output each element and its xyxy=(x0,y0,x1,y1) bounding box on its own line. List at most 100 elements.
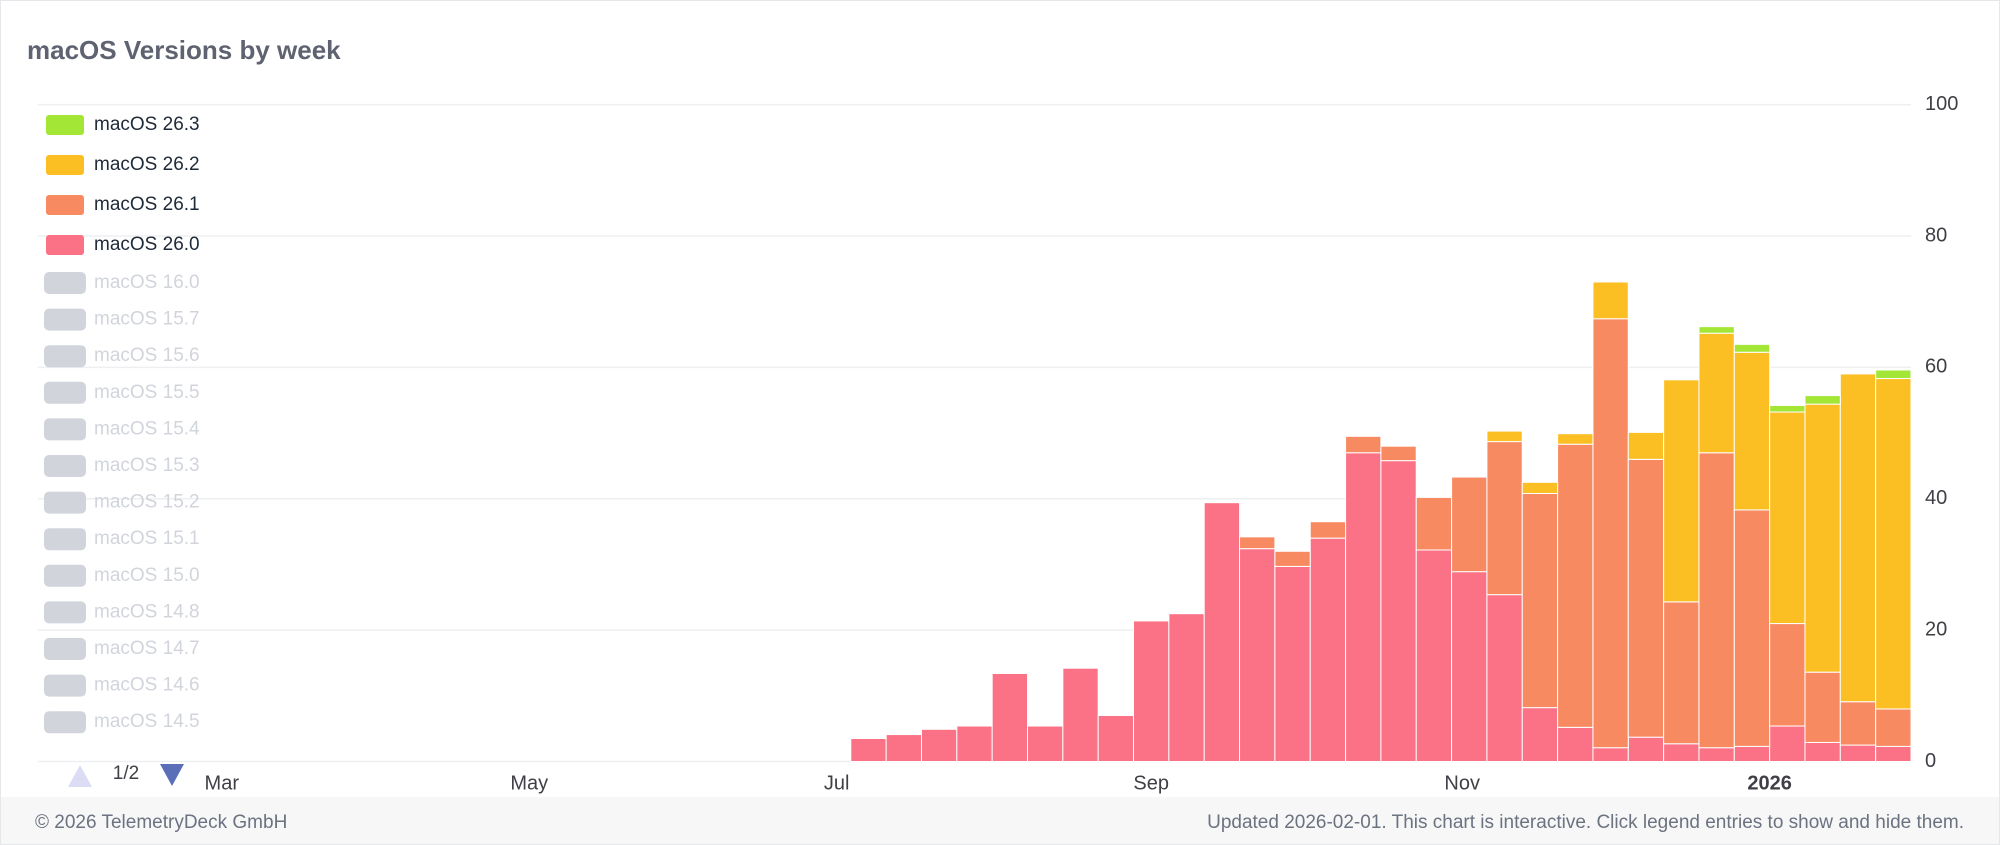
legend-swatch[interactable] xyxy=(46,115,84,135)
legend-label[interactable]: macOS 26.2 xyxy=(94,154,200,175)
legend-label-hidden[interactable]: macOS 15.1 xyxy=(94,528,200,549)
bar-segment xyxy=(1521,492,1559,709)
x-tick-label: Sep xyxy=(1133,772,1169,794)
bar-segment xyxy=(1097,715,1135,763)
bar-segment xyxy=(1769,623,1806,727)
bar-segment xyxy=(1804,671,1841,743)
bar-segment xyxy=(1804,403,1841,673)
bar-segment xyxy=(1698,326,1735,334)
legend-swatch-hidden[interactable] xyxy=(44,638,86,660)
legend: macOS 26.3 macOS 26.2 macOS 26.1 macOS 26.0… xyxy=(44,114,200,787)
x-tick-label: Mar xyxy=(205,772,240,794)
legend-label-hidden[interactable]: macOS 15.5 xyxy=(94,382,200,403)
y-tick-label: 60 xyxy=(1925,356,1947,378)
bar-segment xyxy=(1203,502,1241,762)
bar-segment xyxy=(956,725,993,763)
bar-segment xyxy=(1521,481,1559,494)
y-tick-label: 40 xyxy=(1925,487,1947,509)
bar-segment xyxy=(1557,443,1594,728)
bar-segment xyxy=(1380,445,1417,462)
bar-segment xyxy=(1168,613,1205,763)
bar-segment xyxy=(1062,667,1099,763)
bar-segment xyxy=(1380,460,1417,762)
bar-segment xyxy=(1345,435,1382,454)
bar-segment xyxy=(1592,318,1629,749)
bar-segment xyxy=(1804,395,1841,405)
bar-segment xyxy=(1027,725,1064,763)
legend-swatch-hidden[interactable] xyxy=(44,711,86,734)
legend-swatch-hidden[interactable] xyxy=(44,381,86,404)
bar-segment xyxy=(920,728,958,762)
legend-swatch[interactable] xyxy=(46,235,84,255)
bar-segment xyxy=(850,738,887,762)
bar-segment xyxy=(1486,594,1523,762)
legend-label-hidden[interactable]: macOS 15.0 xyxy=(94,565,200,586)
legend-label-hidden[interactable]: macOS 15.3 xyxy=(94,455,200,476)
legend-label-hidden[interactable]: macOS 14.8 xyxy=(94,601,200,622)
legend-label-hidden[interactable]: macOS 16.0 xyxy=(94,272,200,293)
bar-segment xyxy=(1274,565,1311,762)
bar-segment xyxy=(1875,708,1912,747)
legend-page-down[interactable] xyxy=(160,764,184,786)
footer-note: Updated 2026-02-01. This chart is intera… xyxy=(1207,812,1964,833)
bar-segment xyxy=(1733,351,1771,511)
legend-swatch[interactable] xyxy=(46,195,84,215)
legend-label[interactable]: macOS 26.3 xyxy=(94,114,200,135)
y-tick-label: 0 xyxy=(1925,750,1936,772)
bar-segment xyxy=(1733,343,1771,353)
legend-swatch-hidden[interactable] xyxy=(44,345,86,368)
bar-segment xyxy=(1557,433,1594,445)
legend-swatch-hidden[interactable] xyxy=(44,418,86,441)
bar-segment xyxy=(1733,745,1771,762)
bar-segment xyxy=(1239,548,1276,763)
footer-band xyxy=(1,797,1999,844)
legend-swatch-hidden[interactable] xyxy=(44,564,86,587)
bar-segment xyxy=(1804,741,1841,762)
legend-label[interactable]: macOS 26.1 xyxy=(94,194,200,215)
x-tick-label: 2026 xyxy=(1747,772,1792,794)
legend-label-hidden[interactable]: macOS 15.4 xyxy=(94,418,200,439)
y-tick-label: 80 xyxy=(1925,224,1947,246)
bar-segment xyxy=(1627,458,1665,738)
legend-label-hidden[interactable]: macOS 15.2 xyxy=(94,492,200,513)
bar-segment xyxy=(1839,701,1877,746)
bar-segment xyxy=(1451,476,1488,573)
bar-segment xyxy=(1663,379,1700,603)
legend-label-hidden[interactable]: macOS 14.5 xyxy=(94,711,200,732)
bar-segment xyxy=(1415,549,1453,763)
bar-segment xyxy=(1239,536,1276,550)
bar-segment xyxy=(1627,431,1665,460)
legend-label-hidden[interactable]: macOS 14.7 xyxy=(94,638,200,659)
legend-swatch-hidden[interactable] xyxy=(44,491,86,514)
legend-swatch-hidden[interactable] xyxy=(44,272,86,294)
bar-segment xyxy=(1309,521,1347,539)
legend-label-hidden[interactable]: macOS 15.6 xyxy=(94,345,200,366)
bar-segment xyxy=(1698,747,1735,762)
legend-swatch-hidden[interactable] xyxy=(44,601,86,624)
bar-segment xyxy=(1663,743,1700,762)
bar-segment xyxy=(1592,747,1629,762)
y-tick-label: 100 xyxy=(1925,93,1958,115)
legend-page-up[interactable] xyxy=(68,765,92,787)
legend-label-hidden[interactable]: macOS 14.6 xyxy=(94,675,200,696)
legend-label[interactable]: macOS 26.0 xyxy=(94,234,200,255)
legend-label-hidden[interactable]: macOS 15.7 xyxy=(94,309,200,330)
bar-segment xyxy=(1415,496,1453,551)
legend-swatch-hidden[interactable] xyxy=(44,528,86,551)
legend-swatch-hidden[interactable] xyxy=(44,455,86,477)
x-tick-label: May xyxy=(510,772,548,794)
bar-segment xyxy=(1557,726,1594,762)
bar-segment xyxy=(1769,404,1806,413)
legend-swatch-hidden[interactable] xyxy=(44,308,86,331)
bar-segment xyxy=(1133,620,1170,762)
bar-segment xyxy=(1521,707,1559,763)
legend-swatch-hidden[interactable] xyxy=(44,674,86,697)
bar-segment xyxy=(991,672,1029,762)
legend-page: 1/2 xyxy=(113,763,139,784)
bar-segment xyxy=(1592,281,1629,320)
legend-swatch[interactable] xyxy=(46,155,84,175)
bar-segment xyxy=(1875,378,1912,710)
bar-segment xyxy=(1875,745,1912,762)
